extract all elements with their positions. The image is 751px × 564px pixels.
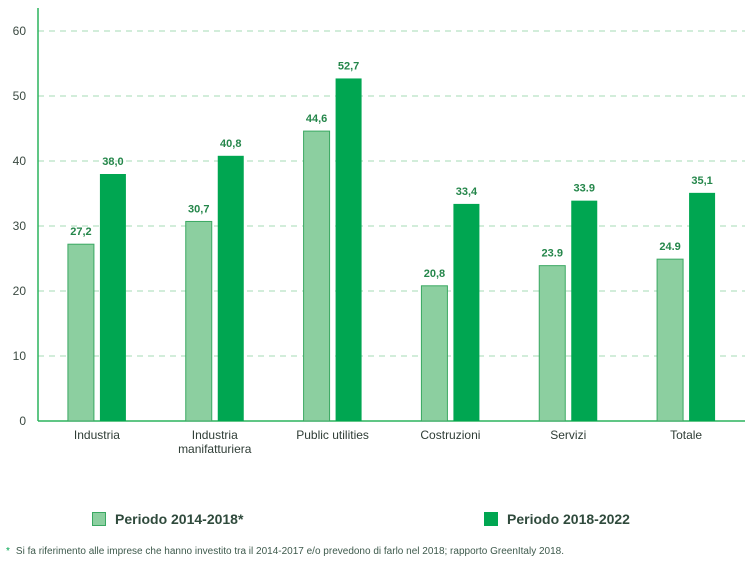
bar-s1-5 <box>656 258 684 422</box>
bar-s2-3 <box>453 203 480 421</box>
legend-item-2014-2018: Periodo 2014-2018* <box>92 511 243 527</box>
legend-item-2018-2022: Periodo 2018-2022 <box>484 511 630 527</box>
data-label-s2-1: 40,8 <box>220 138 241 150</box>
x-tick-label-5-0: Totale <box>670 428 702 442</box>
bar-s2-2 <box>335 78 362 421</box>
data-label-s1-4: 23.9 <box>542 248 563 260</box>
data-label-s2-2: 52,7 <box>338 60 359 72</box>
bar-s1-3 <box>420 285 448 422</box>
bar-s1-4 <box>538 265 566 422</box>
x-tick-label-1-0: Industria <box>192 428 238 442</box>
bar-chart: 0 10 20 30 40 50 60 27,2 38,0 Industria 30,7 40,8 In… <box>13 8 745 456</box>
y-tick-label-20: 20 <box>13 284 27 298</box>
y-tick-label-0: 0 <box>19 414 26 428</box>
y-tick-label-10: 10 <box>13 349 27 363</box>
data-label-s1-3: 20,8 <box>424 268 445 280</box>
y-tick-label-30: 30 <box>13 219 27 233</box>
footnote: * Si fa riferimento alle imprese che hann… <box>6 546 564 557</box>
legend-swatch-dark <box>484 512 498 526</box>
bar-s2-1 <box>217 155 244 422</box>
data-label-s2-4: 33.9 <box>574 183 595 195</box>
data-label-s1-1: 30,7 <box>188 203 209 215</box>
x-tick-label-1-1: manifatturiera <box>178 442 252 456</box>
data-label-s2-0: 38,0 <box>102 156 123 168</box>
legend-swatch-light <box>92 512 106 526</box>
data-label-s2-3: 33,4 <box>456 186 478 198</box>
legend-label-2018-2022: Periodo 2018-2022 <box>507 511 630 527</box>
bar-s1-0 <box>67 243 95 422</box>
y-tick-label-40: 40 <box>13 154 27 168</box>
footnote-text: Si fa riferimento alle imprese che hanno… <box>15 546 565 557</box>
data-label-s1-2: 44,6 <box>306 113 327 125</box>
y-tick-label-50: 50 <box>13 89 27 103</box>
data-label-s1-0: 27,2 <box>70 226 91 238</box>
bar-s1-2 <box>303 130 331 422</box>
bar-s1-1 <box>185 220 213 422</box>
x-tick-label-4-0: Servizi <box>550 428 586 442</box>
data-label-s1-5: 24.9 <box>659 241 680 253</box>
bar-s2-4 <box>571 200 598 421</box>
data-label-s2-5: 35,1 <box>691 175 712 187</box>
y-tick-label-60: 60 <box>13 24 27 38</box>
footnote-marker: * <box>6 546 10 557</box>
bar-s2-0 <box>99 174 126 421</box>
x-tick-label-2-0: Public utilities <box>296 428 369 442</box>
x-tick-label-0-0: Industria <box>74 428 120 442</box>
bar-s2-5 <box>689 192 716 421</box>
legend-label-2014-2018: Periodo 2014-2018* <box>115 511 244 527</box>
x-tick-label-3-0: Costruzioni <box>420 428 480 442</box>
